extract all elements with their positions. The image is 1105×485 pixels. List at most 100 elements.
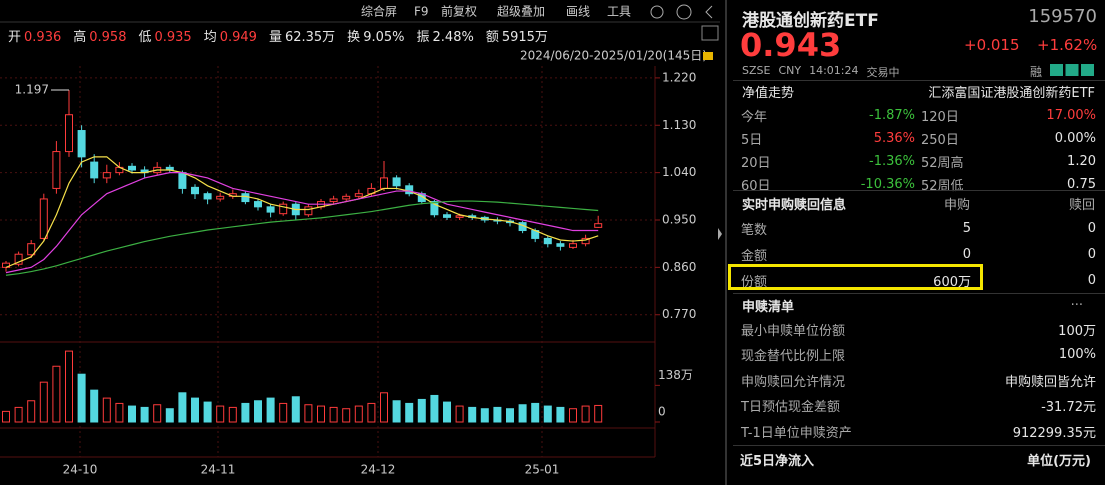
volume-bar <box>115 402 124 423</box>
volume-bar <box>14 406 23 423</box>
value: 1.20 <box>1067 153 1096 169</box>
toolbar-item[interactable]: 画线 <box>566 5 590 19</box>
expand-icon[interactable] <box>718 228 722 240</box>
settings-icon[interactable] <box>650 5 664 19</box>
quote-label: 换 <box>347 30 361 45</box>
toolbar-item[interactable]: 超级叠加 <box>497 4 545 19</box>
y-tick-label: 138万 <box>658 368 693 382</box>
candle-body <box>39 198 48 239</box>
date-range: 2024/06/20-2025/01/20(145日) <box>520 49 707 63</box>
quote-item: 开 0.936 <box>8 26 61 45</box>
y-tick-label: 0.950 <box>662 213 696 227</box>
value: -31.72元 <box>1041 400 1096 415</box>
volume-bar <box>52 365 61 423</box>
x-tick-label: 24-12 <box>361 463 396 477</box>
x-tick-label: 24-11 <box>201 463 236 477</box>
candle-body <box>216 195 225 200</box>
candle-body <box>556 243 565 247</box>
separator <box>733 80 1105 81</box>
help-icon[interactable] <box>676 4 692 20</box>
fund-name: 港股通创新药ETF <box>742 11 879 31</box>
separator <box>733 293 1105 294</box>
volume-bar <box>90 389 99 423</box>
value: -1.36% <box>869 153 915 169</box>
label: 52周低 <box>921 178 964 194</box>
value: 0 <box>1087 246 1096 262</box>
x-tick-label: 24-10 <box>63 463 98 477</box>
y-tick-label: 1.040 <box>662 165 696 179</box>
volume-bar <box>392 400 401 423</box>
volume-bar <box>506 408 514 423</box>
value: 100万 <box>1058 323 1096 339</box>
candle-body <box>52 151 61 189</box>
label: 份额 <box>741 274 768 290</box>
label: 60日 <box>741 178 771 194</box>
toolbar-item[interactable]: 工具 <box>607 5 631 19</box>
volume-bar <box>455 405 464 423</box>
label: 笔数 <box>741 222 768 238</box>
table-row: 笔数 5 0 <box>741 217 1096 239</box>
table-row: T日预估现金差额 -31.72元 <box>741 395 1096 417</box>
volume-bar <box>203 401 212 423</box>
candle-body <box>594 223 603 228</box>
candle-body <box>392 177 401 187</box>
volume-bar <box>317 405 325 423</box>
candle-body <box>191 186 199 195</box>
label: 52周高 <box>921 155 964 171</box>
toolbar-item[interactable]: 前复权 <box>441 4 477 19</box>
volume-bar <box>443 401 451 423</box>
volume-bar <box>241 402 250 423</box>
peak-label: 1.197 <box>15 83 49 97</box>
value: 0 <box>962 246 971 262</box>
volume-bar <box>279 402 288 423</box>
label: 现金替代比例上限 <box>741 349 846 364</box>
ma-line <box>5 200 599 276</box>
candle-body <box>102 172 111 179</box>
time: 14:01:24 <box>809 64 859 77</box>
volume-bar <box>2 410 10 423</box>
volume-bar <box>77 373 86 423</box>
volume-bar <box>594 404 603 423</box>
value: 5 <box>962 220 971 236</box>
quote-value: 0.936 <box>24 30 62 45</box>
quote-label: 额 <box>485 30 499 45</box>
candle-body <box>329 198 338 203</box>
quote-label: 低 <box>138 30 152 45</box>
label: T日预估现金差额 <box>741 400 840 415</box>
toolbar-item[interactable]: F9 <box>414 5 429 19</box>
quote-value: 62.35万 <box>284 30 336 45</box>
collapse-icon[interactable] <box>705 5 713 19</box>
volume-bar <box>556 406 565 423</box>
volume-bar <box>27 400 36 423</box>
candle-body <box>581 237 590 245</box>
volume-bar <box>228 406 237 423</box>
quote-label: 量 <box>268 30 282 45</box>
x-tick-label: 25-01 <box>525 463 560 477</box>
value: 申购赎回皆允许 <box>1004 374 1096 390</box>
label: 250日 <box>921 132 959 148</box>
candle-body <box>77 130 86 158</box>
more[interactable]: ... <box>1070 294 1083 309</box>
candle-body <box>254 201 262 208</box>
value: 0.75 <box>1067 176 1096 192</box>
status: 交易中 <box>866 66 900 79</box>
value: 600万 <box>933 274 971 290</box>
candle-body <box>304 206 313 216</box>
change: +0.015 <box>964 36 1020 54</box>
volume-bar <box>216 405 225 423</box>
volume-bar <box>39 381 48 423</box>
ma-line <box>5 172 599 274</box>
icons[interactable] <box>1050 64 1094 76</box>
separator <box>733 190 1105 191</box>
label: T-1日单位申赎资产 <box>741 425 852 441</box>
value: 912299.35元 <box>1012 425 1096 441</box>
label: 120日 <box>921 109 959 125</box>
toolbar-item[interactable]: 综合屏 <box>361 4 397 19</box>
volume-bar <box>531 402 540 423</box>
y-tick-label: 0.770 <box>662 307 696 321</box>
volume-bar <box>493 406 502 423</box>
quote-item: 振 2.48% <box>417 26 474 45</box>
icon[interactable] <box>701 25 719 41</box>
table-row: T-1日单位申赎资产 912299.35元 <box>741 420 1096 442</box>
exchange: SZSE <box>742 64 771 77</box>
